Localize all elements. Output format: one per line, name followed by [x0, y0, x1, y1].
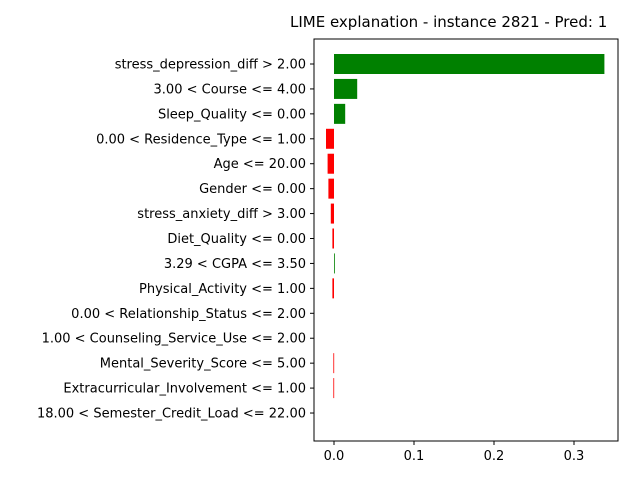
y-tick-label: 0.00 < Relationship_Status <= 2.00 — [71, 307, 306, 322]
x-ticks: 0.0 0.1 0.2 0.3 — [324, 441, 585, 464]
y-tick-labels: stress_depression_diff > 2.00 3.00 < Cour… — [37, 58, 314, 422]
x-tick-label: 0.2 — [484, 449, 505, 464]
y-tick-label: 3.00 < Course <= 4.00 — [154, 82, 306, 97]
y-tick-label: 18.00 < Semester_Credit_Load <= 22.00 — [37, 407, 306, 422]
y-tick-label: Age <= 20.00 — [214, 157, 306, 172]
y-tick-label: Extracurricular_Involvement <= 1.00 — [63, 382, 306, 397]
y-tick-label: 3.29 < CGPA <= 3.50 — [164, 257, 306, 272]
y-tick-label: 0.00 < Residence_Type <= 1.00 — [96, 132, 306, 147]
x-tick-label: 0.3 — [564, 449, 585, 464]
x-tick-label: 0.1 — [404, 449, 425, 464]
y-tick-label: stress_depression_diff > 2.00 — [115, 58, 306, 73]
bar — [332, 228, 334, 249]
bar — [334, 78, 358, 99]
bar — [333, 378, 335, 399]
y-tick-label: 1.00 < Counseling_Service_Use <= 2.00 — [42, 332, 306, 347]
x-tick-label: 0.0 — [324, 449, 345, 464]
y-tick-label: stress_anxiety_diff > 3.00 — [137, 207, 306, 222]
y-tick-label: Diet_Quality <= 0.00 — [167, 232, 306, 247]
bar — [328, 178, 334, 199]
plot-frame — [313, 38, 619, 442]
y-tick-label: Physical_Activity <= 1.00 — [139, 282, 306, 297]
y-tick-label: Sleep_Quality <= 0.00 — [158, 107, 306, 122]
bar — [334, 103, 346, 124]
y-tick-label: Mental_Severity_Score <= 5.00 — [100, 357, 306, 372]
bar — [330, 203, 334, 224]
bar — [327, 153, 334, 174]
bar — [326, 128, 334, 149]
bars-group — [326, 54, 605, 399]
bar — [333, 353, 335, 374]
y-tick-label: Gender <= 0.00 — [199, 182, 306, 197]
chart-title: LIME explanation - instance 2821 - Pred:… — [290, 13, 607, 31]
bar — [334, 54, 605, 74]
bar — [334, 253, 335, 274]
bar — [332, 278, 334, 299]
